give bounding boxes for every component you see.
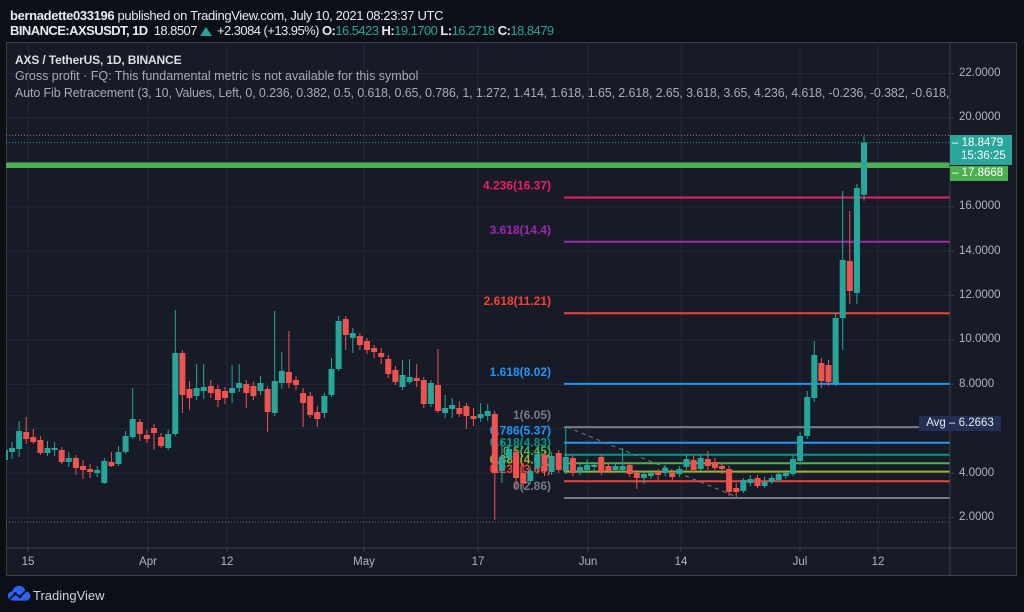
svg-text:0.618(4.83): 0.618(4.83) <box>490 436 551 450</box>
svg-text:4.236(16.37): 4.236(16.37) <box>483 179 551 193</box>
svg-text:1(6.05): 1(6.05) <box>513 408 551 422</box>
svg-text:3.618(14.4): 3.618(14.4) <box>490 223 551 237</box>
svg-text:1.618(8.02): 1.618(8.02) <box>490 365 551 379</box>
svg-text:0.786(5.37): 0.786(5.37) <box>490 424 551 438</box>
svg-text:2.618(11.21): 2.618(11.21) <box>484 294 551 308</box>
svg-text:0(2.86): 0(2.86) <box>513 479 551 493</box>
